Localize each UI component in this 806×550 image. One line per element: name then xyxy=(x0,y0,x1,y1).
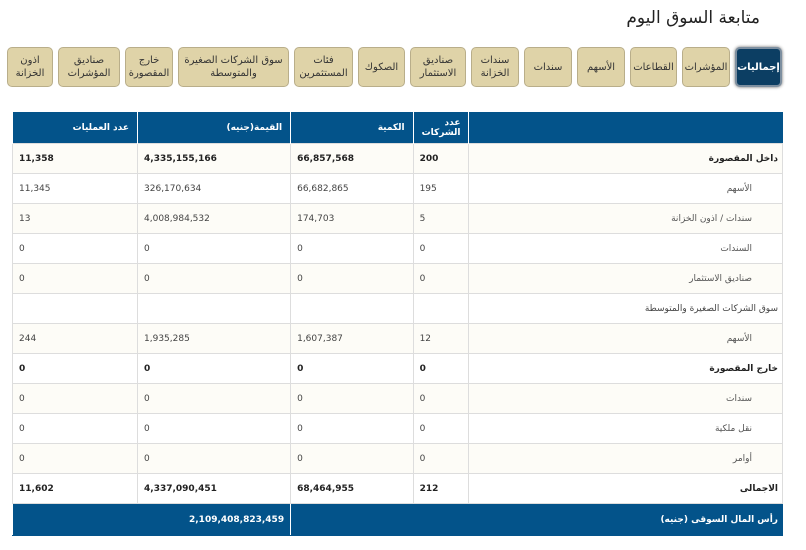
operations-cell: 0 xyxy=(11,443,139,474)
operations-cell xyxy=(11,293,139,324)
operations-cell: 11,345 xyxy=(11,173,139,204)
tab-1[interactable]: المؤشرات xyxy=(682,47,730,87)
value-cell: 0 xyxy=(137,263,292,294)
tab-6[interactable]: صناديق الاستثمار xyxy=(410,47,466,87)
operations-cell: 0 xyxy=(11,263,139,294)
tab-8[interactable]: فئات المستثمرين xyxy=(294,47,353,87)
value-cell: 4,008,984,532 xyxy=(137,203,292,234)
market-summary-table: عدد الشركات الكمية القيمة(جنيه) عدد العم… xyxy=(11,112,783,536)
tab-2[interactable]: القطاعات xyxy=(630,47,677,87)
quantity-cell: 0 xyxy=(290,233,414,264)
table-row: داخل المقصورة 200 66,857,568 4,335,155,166 1… xyxy=(11,143,783,174)
quantity-cell: 68,464,955 xyxy=(290,473,414,504)
header-label xyxy=(468,112,783,144)
table-row: صناديق الاستثمار 0 0 0 0 xyxy=(11,263,783,294)
table-row: نقل ملكية 0 0 0 0 xyxy=(11,413,783,444)
header-quantity: الكمية xyxy=(290,112,414,144)
companies-cell: 0 xyxy=(412,383,470,414)
companies-cell: 0 xyxy=(412,233,470,264)
quantity-cell: 0 xyxy=(290,443,414,474)
row-label: سندات xyxy=(468,383,783,414)
row-label: الأسهم xyxy=(468,323,783,354)
companies-cell: 200 xyxy=(412,143,470,174)
table-row: خارج المقصورة 0 0 0 0 xyxy=(11,353,783,384)
companies-cell: 195 xyxy=(412,173,470,204)
value-cell xyxy=(137,293,292,324)
companies-cell: 212 xyxy=(412,473,470,504)
tab-0[interactable]: إجماليات xyxy=(735,47,782,87)
row-label: نقل ملكية xyxy=(468,413,783,444)
tab-bar: إجماليات المؤشرات القطاعات الأسهم سندات سندات… xyxy=(7,47,782,87)
quantity-cell: 66,682,865 xyxy=(290,173,414,204)
market-cap-label: رأس المال السوقى (جنيه) xyxy=(290,503,783,536)
header-value: القيمة(جنيه) xyxy=(137,112,291,144)
quantity-cell: 66,857,568 xyxy=(290,143,414,174)
tab-11[interactable]: صناديق المؤشرات xyxy=(58,47,120,87)
table-row: أوامر 0 0 0 0 xyxy=(11,443,783,474)
quantity-cell: 0 xyxy=(290,353,414,384)
operations-cell: 0 xyxy=(11,353,139,384)
value-cell: 326,170,634 xyxy=(137,173,292,204)
tab-10[interactable]: خارج المقصورة xyxy=(125,47,173,87)
table-row: سندات 0 0 0 0 xyxy=(11,383,783,414)
value-cell: 0 xyxy=(137,353,292,384)
row-label: السندات xyxy=(468,233,783,264)
quantity-cell xyxy=(290,293,414,324)
companies-cell: 0 xyxy=(412,443,470,474)
companies-cell: 0 xyxy=(412,353,470,384)
tab-5[interactable]: سندات الخزانة xyxy=(471,47,519,87)
table-row: سندات / اذون الخزانة 5 174,703 4,008,984,53… xyxy=(11,203,783,234)
header-operations: عدد العمليات xyxy=(11,112,138,144)
quantity-cell: 0 xyxy=(290,383,414,414)
value-cell: 4,337,090,451 xyxy=(137,473,292,504)
operations-cell: 13 xyxy=(11,203,139,234)
tab-3[interactable]: الأسهم xyxy=(577,47,625,87)
quantity-cell: 0 xyxy=(290,263,414,294)
page-title: متابعة السوق اليوم xyxy=(626,8,760,28)
quantity-cell: 0 xyxy=(290,413,414,444)
table-header-row: عدد الشركات الكمية القيمة(جنيه) عدد العم… xyxy=(11,112,783,144)
operations-cell: 244 xyxy=(11,323,139,354)
row-label: الأسهم xyxy=(468,173,783,204)
row-label: سندات / اذون الخزانة xyxy=(468,203,783,234)
tab-12[interactable]: اذون الخزانة xyxy=(7,47,53,87)
tab-7[interactable]: الصكوك xyxy=(358,47,405,87)
value-cell: 1,935,285 xyxy=(137,323,292,354)
quantity-cell: 1,607,387 xyxy=(290,323,414,354)
value-cell: 0 xyxy=(137,233,292,264)
row-label: داخل المقصورة xyxy=(468,143,783,174)
operations-cell: 0 xyxy=(11,233,139,264)
value-cell: 4,335,155,166 xyxy=(137,143,292,174)
value-cell: 0 xyxy=(137,413,292,444)
market-cap-value: 2,109,408,823,459 xyxy=(11,503,292,536)
table-row: السندات 0 0 0 0 xyxy=(11,233,783,264)
companies-cell xyxy=(412,293,470,324)
companies-cell: 0 xyxy=(412,263,470,294)
companies-cell: 5 xyxy=(412,203,470,234)
table-row: الأسهم 195 66,682,865 326,170,634 11,345 xyxy=(11,173,783,204)
row-label: سوق الشركات الصغيرة والمتوسطة xyxy=(468,293,783,324)
operations-cell: 11,358 xyxy=(11,143,139,174)
quantity-cell: 174,703 xyxy=(290,203,414,234)
row-label: أوامر xyxy=(468,443,783,474)
row-label: الاجمالى xyxy=(468,473,783,504)
operations-cell: 11,602 xyxy=(11,473,139,504)
table-row: سوق الشركات الصغيرة والمتوسطة xyxy=(11,293,783,324)
value-cell: 0 xyxy=(137,443,292,474)
tab-9[interactable]: سوق الشركات الصغيرة والمتوسطة xyxy=(178,47,289,87)
value-cell: 0 xyxy=(137,383,292,414)
operations-cell: 0 xyxy=(11,383,139,414)
row-label: صناديق الاستثمار xyxy=(468,263,783,294)
table-row: الاجمالى 212 68,464,955 4,337,090,451 11,602 xyxy=(11,473,783,504)
operations-cell: 0 xyxy=(11,413,139,444)
tab-4[interactable]: سندات xyxy=(524,47,572,87)
footer-row: رأس المال السوقى (جنيه) 2,109,408,823,459 xyxy=(11,503,783,536)
companies-cell: 12 xyxy=(412,323,470,354)
row-label: خارج المقصورة xyxy=(468,353,783,384)
table-row: الأسهم 12 1,607,387 1,935,285 244 xyxy=(11,323,783,354)
header-companies: عدد الشركات xyxy=(412,112,469,144)
companies-cell: 0 xyxy=(412,413,470,444)
